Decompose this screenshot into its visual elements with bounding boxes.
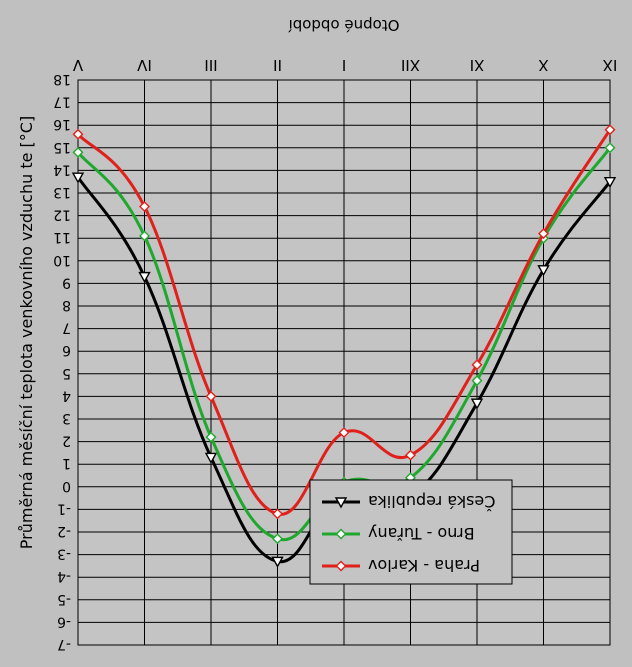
y-tick-label: 16	[53, 116, 71, 132]
data-point	[538, 228, 549, 240]
legend-marker	[335, 528, 347, 540]
data-point	[338, 427, 350, 439]
y-tick-label: 8	[62, 297, 71, 313]
y-tick-label: -6	[57, 613, 71, 629]
legend-marker	[334, 497, 348, 509]
data-point	[603, 177, 617, 189]
x-tick-label: V	[72, 56, 83, 74]
y-tick-label: 4	[62, 387, 71, 403]
data-point	[471, 375, 483, 387]
data-point	[72, 128, 84, 140]
x-tick-label: III	[204, 56, 217, 74]
y-tick-label: 1	[62, 455, 71, 471]
y-tick-label: -2	[57, 523, 71, 539]
legend-label: Česká republika	[368, 492, 495, 511]
data-point	[71, 172, 85, 184]
x-tick-label: I	[342, 56, 346, 74]
y-tick-label: 5	[62, 365, 71, 381]
data-point	[205, 390, 217, 402]
y-tick-label: 14	[53, 161, 71, 177]
series-2	[72, 124, 616, 520]
y-tick-label: 13	[53, 184, 71, 200]
data-point	[470, 398, 484, 410]
y-tick-label: 17	[53, 94, 71, 110]
y-tick-label: 3	[62, 410, 71, 426]
data-point	[139, 201, 150, 213]
data-point	[405, 449, 416, 461]
x-tick-label: X	[538, 56, 548, 74]
y-tick-label: 7	[62, 320, 71, 336]
x-tick-label: XII	[401, 56, 420, 74]
data-point	[271, 556, 284, 568]
data-point	[205, 431, 217, 443]
data-point	[272, 533, 283, 545]
data-point	[471, 359, 483, 371]
x-tick-label: IV	[136, 56, 151, 74]
y-tick-label: 6	[62, 342, 71, 358]
data-point	[604, 124, 616, 136]
legend-marker	[335, 560, 347, 572]
x-tick-label: II	[273, 56, 282, 74]
y-tick-label: -5	[57, 591, 71, 607]
chart-title: Otopné období	[288, 16, 400, 34]
y-tick-label: 9	[62, 274, 71, 290]
legend-label: Praha - Karlov	[368, 556, 480, 575]
legend: Praha - Karlov Brno - Tuřany Česká republi…	[309, 479, 513, 585]
y-tick-label: 10	[53, 252, 71, 268]
series-line	[76, 128, 612, 516]
data-point	[204, 452, 218, 464]
data-point	[272, 508, 283, 520]
data-point	[139, 230, 150, 242]
y-tick-label: -1	[57, 500, 71, 516]
y-axis-label: Průměrná měsíční teplota venkovního vzdu…	[17, 116, 36, 549]
y-tick-label: -4	[57, 568, 71, 584]
x-tick-label: XI	[470, 56, 485, 74]
data-point	[537, 265, 550, 277]
y-tick-label: 18	[53, 71, 71, 87]
y-tick-label: 12	[53, 207, 71, 223]
y-tick-label: -7	[57, 636, 71, 652]
y-tick-label: 2	[62, 433, 71, 449]
y-tick-label: 0	[62, 478, 71, 494]
data-point	[138, 271, 151, 284]
x-tick-label: IX	[603, 56, 618, 74]
plot-frame	[77, 79, 611, 646]
data-point	[604, 142, 616, 154]
y-tick-label: 15	[53, 139, 71, 155]
legend-label: Brno - Tuřany	[368, 524, 475, 543]
y-tick-label: 11	[53, 229, 71, 245]
y-tick-label: -3	[57, 546, 71, 562]
data-point	[72, 146, 84, 158]
